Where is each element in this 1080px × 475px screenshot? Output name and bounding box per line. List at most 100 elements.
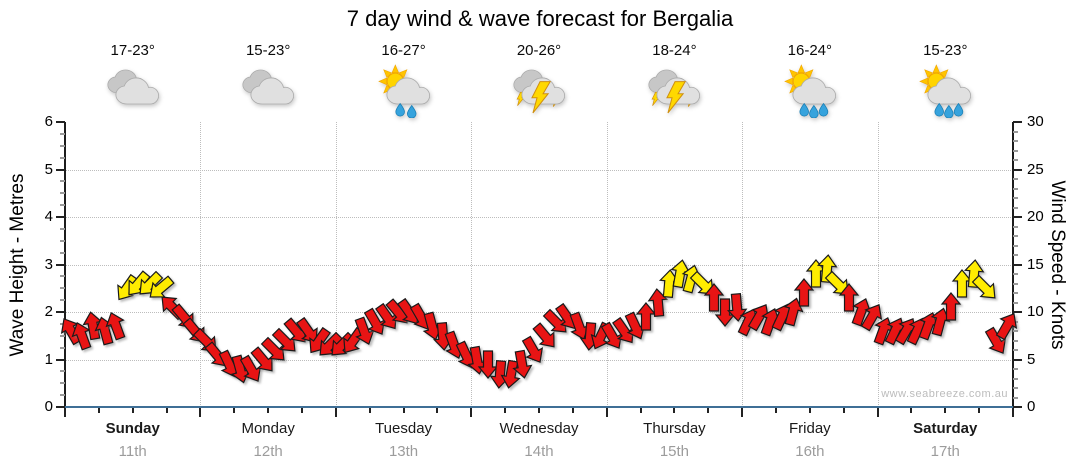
left-axis-line xyxy=(64,122,66,408)
axis-tick xyxy=(1013,311,1022,313)
wind-arrow xyxy=(816,254,838,284)
day-date-label: 16th xyxy=(795,443,825,460)
gridline xyxy=(471,122,473,407)
axis-tick xyxy=(56,311,65,313)
day-name-label: Monday xyxy=(241,420,295,437)
axis-tick xyxy=(1013,358,1022,361)
gridline xyxy=(65,217,1013,218)
axis-tick xyxy=(1013,178,1018,180)
axis-tick xyxy=(1013,254,1018,256)
axis-tick xyxy=(808,408,811,413)
day-header: 17-23° xyxy=(65,42,201,123)
cloudy-icon xyxy=(107,69,159,105)
axis-tick xyxy=(60,287,65,290)
y-right-tick-label: 30 xyxy=(1027,113,1044,130)
wind-arrow xyxy=(260,336,285,361)
sun-showers-icon xyxy=(377,64,430,119)
temperature-range: 20-26° xyxy=(516,42,562,59)
axis-tick xyxy=(402,408,405,413)
wind-arrow xyxy=(117,274,140,301)
axis-tick xyxy=(1013,197,1018,199)
axis-tick xyxy=(60,156,65,159)
y-left-tick-label: 3 xyxy=(44,255,53,273)
axis-tick xyxy=(60,192,65,195)
wind-arrow xyxy=(860,303,883,332)
axis-tick xyxy=(605,408,608,417)
day-date-label: 12th xyxy=(253,443,283,460)
axis-tick xyxy=(334,408,337,417)
axis-tick xyxy=(1013,330,1018,332)
axis-tick xyxy=(60,382,65,385)
temperature-range: 16-24° xyxy=(787,42,833,59)
axis-tick xyxy=(1013,396,1018,399)
axis-tick xyxy=(60,394,65,397)
axis-tick xyxy=(571,408,574,413)
axis-tick xyxy=(60,144,65,147)
wind-arrow xyxy=(500,359,521,389)
day-name-label: Wednesday xyxy=(499,420,579,437)
day-date-label: 11th xyxy=(118,443,147,460)
watermark: www.seabreeze.com.au xyxy=(881,388,1008,400)
axis-tick xyxy=(910,408,913,413)
axis-tick xyxy=(639,408,642,413)
axis-tick xyxy=(60,204,65,207)
axis-tick xyxy=(978,408,981,413)
y-right-tick-label: 10 xyxy=(1027,303,1044,320)
wind-arrow xyxy=(996,313,1018,341)
axis-tick xyxy=(56,406,65,408)
axis-tick xyxy=(1013,349,1018,351)
axis-tick xyxy=(1013,159,1018,161)
axis-tick xyxy=(1013,187,1018,190)
gridline xyxy=(877,122,879,407)
temperature-range: 15-23° xyxy=(923,42,968,59)
axis-tick xyxy=(60,334,65,337)
wind-arrow xyxy=(971,275,996,299)
day-date-label: 13th xyxy=(388,443,419,460)
axis-tick xyxy=(1013,292,1018,294)
axis-tick xyxy=(56,216,65,218)
axis-tick xyxy=(56,121,65,123)
gridline xyxy=(200,122,202,407)
axis-tick xyxy=(707,408,710,413)
sun-showers-icon xyxy=(919,64,972,119)
axis-tick xyxy=(1013,368,1018,370)
axis-tick xyxy=(1013,121,1022,123)
gridline xyxy=(335,122,337,407)
day-name-label: Sunday xyxy=(105,420,160,437)
temperature-range: 18-24° xyxy=(652,42,697,59)
axis-tick xyxy=(267,408,270,413)
y-left-tick-label: 2 xyxy=(44,303,53,320)
axis-tick xyxy=(60,132,65,135)
day-name-label: Thursday xyxy=(643,420,706,437)
axis-tick xyxy=(1013,244,1018,247)
axis-tick xyxy=(1013,206,1018,209)
axis-tick xyxy=(944,408,947,413)
axis-tick xyxy=(842,408,845,413)
day-header: 16-24° xyxy=(742,42,878,123)
axis-tick xyxy=(131,408,134,413)
y-right-tick-label: 20 xyxy=(1027,208,1044,225)
gridline xyxy=(65,312,1013,313)
storm-icon xyxy=(513,69,566,114)
day-header: 18-24° xyxy=(606,42,742,123)
gridline xyxy=(65,264,1013,266)
axis-tick xyxy=(199,408,202,417)
cloudy-icon xyxy=(242,69,295,105)
y-left-tick-label: 0 xyxy=(44,398,53,415)
bottom-axis-line xyxy=(64,406,1014,408)
wind-arrow xyxy=(295,316,318,344)
axis-tick xyxy=(1013,140,1018,142)
wind-arrow xyxy=(940,292,962,321)
axis-tick xyxy=(1013,149,1018,152)
axis-tick xyxy=(504,408,507,413)
axis-tick xyxy=(301,408,303,413)
y-left-tick-label: 6 xyxy=(44,113,53,130)
axis-tick xyxy=(1013,235,1018,237)
y-right-tick-label: 0 xyxy=(1027,398,1036,415)
y-right-tick-label: 5 xyxy=(1027,350,1036,368)
axis-tick xyxy=(1013,263,1022,266)
axis-tick xyxy=(1013,339,1018,342)
axis-tick xyxy=(876,408,879,417)
wind-arrow xyxy=(354,316,375,346)
day-header: 15-23° xyxy=(877,42,1013,123)
